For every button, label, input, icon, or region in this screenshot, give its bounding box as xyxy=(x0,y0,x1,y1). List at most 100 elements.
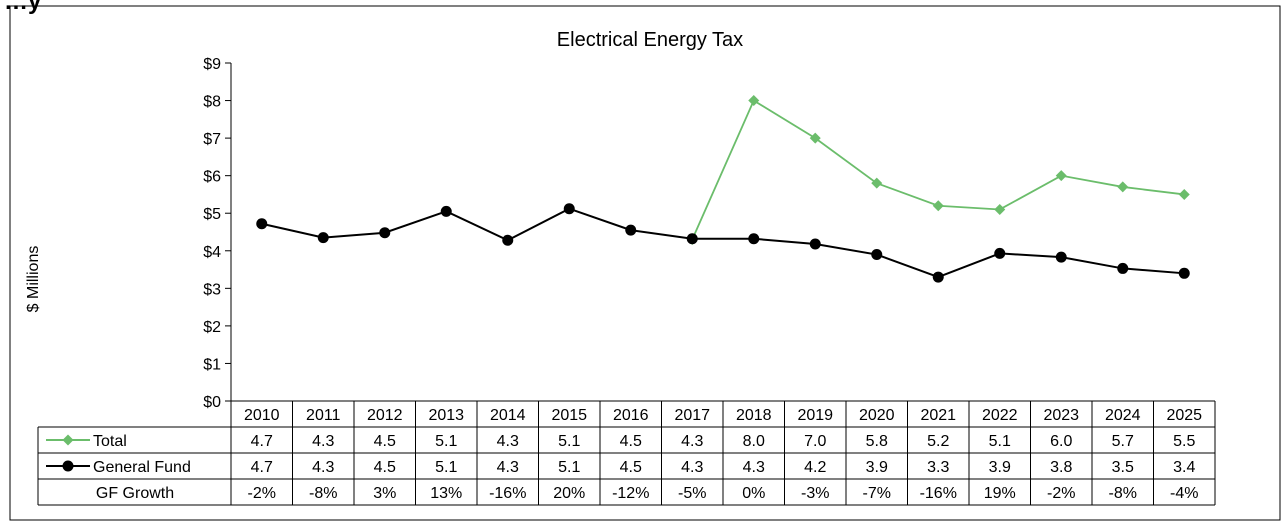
x-tick-label: 2015 xyxy=(551,407,587,424)
data-label: 4.5 xyxy=(620,459,642,476)
data-label: 5.1 xyxy=(558,459,580,476)
x-tick-label: 2025 xyxy=(1166,407,1202,424)
data-label: 4.5 xyxy=(374,433,396,450)
data-point xyxy=(379,227,391,239)
data-label: 4.5 xyxy=(374,459,396,476)
y-tick-label: $9 xyxy=(203,56,221,73)
data-label: 8.0 xyxy=(743,433,765,450)
data-label: 4.3 xyxy=(681,459,703,476)
table-cell: -8% xyxy=(1109,485,1137,502)
legend-key-marker xyxy=(62,434,74,446)
data-label: 5.1 xyxy=(435,459,457,476)
x-tick-label: 2021 xyxy=(920,407,956,424)
data-label: 4.3 xyxy=(312,459,334,476)
y-tick-label: $2 xyxy=(203,319,221,336)
data-point xyxy=(871,177,883,189)
data-point xyxy=(748,95,760,107)
table-cell: 13% xyxy=(430,485,462,502)
x-tick-label: 2019 xyxy=(797,407,833,424)
x-tick-label: 2017 xyxy=(674,407,710,424)
data-label: 4.3 xyxy=(743,459,765,476)
y-tick-label: $8 xyxy=(203,94,221,111)
x-tick-label: 2018 xyxy=(736,407,772,424)
table-cell: -2% xyxy=(1047,485,1075,502)
data-point xyxy=(871,249,883,261)
x-tick-label: 2012 xyxy=(367,407,403,424)
data-label: 5.7 xyxy=(1112,433,1134,450)
x-tick-label: 2014 xyxy=(490,407,526,424)
x-tick-label: 2013 xyxy=(428,407,464,424)
data-point xyxy=(502,234,514,246)
data-label: 4.3 xyxy=(312,433,334,450)
data-label: 5.1 xyxy=(435,433,457,450)
data-point xyxy=(748,233,760,245)
table-cell: -3% xyxy=(801,485,829,502)
y-tick-label: $6 xyxy=(203,169,221,186)
table-row-label: GF Growth xyxy=(96,485,174,502)
data-point xyxy=(317,232,329,244)
y-tick-label: $3 xyxy=(203,281,221,298)
y-tick-label: $7 xyxy=(203,131,221,148)
partial-header: …y xyxy=(4,0,42,15)
data-label: 5.5 xyxy=(1173,433,1195,450)
data-point xyxy=(1117,181,1129,193)
data-label: 5.1 xyxy=(989,433,1011,450)
data-label: 4.3 xyxy=(497,433,519,450)
table-cell: -2% xyxy=(248,485,276,502)
table-cell: 0% xyxy=(742,485,765,502)
data-table: 2010 2011 2012 2013 2014 2015 2016 2017 2018 2019… xyxy=(37,400,1216,506)
data-label: 4.3 xyxy=(497,459,519,476)
legend-key-marker xyxy=(62,460,74,472)
data-point xyxy=(440,205,452,217)
data-label: 3.3 xyxy=(927,459,949,476)
data-label: 3.9 xyxy=(866,459,888,476)
data-label: 5.8 xyxy=(866,433,888,450)
chart-frame xyxy=(9,5,1281,521)
x-tick-label: 2022 xyxy=(982,407,1018,424)
data-point xyxy=(1178,188,1190,200)
x-tick-label: 2023 xyxy=(1043,407,1079,424)
x-tick-label: 2010 xyxy=(244,407,280,424)
table-cell: -12% xyxy=(612,485,649,502)
data-point xyxy=(686,233,698,245)
x-tick-label: 2024 xyxy=(1105,407,1141,424)
data-point xyxy=(1117,262,1129,274)
y-tick-label: $5 xyxy=(203,206,221,223)
data-point xyxy=(1055,251,1067,263)
data-point xyxy=(994,203,1006,215)
data-label: 4.3 xyxy=(681,433,703,450)
series-group xyxy=(256,95,1190,283)
data-label: 4.7 xyxy=(251,459,273,476)
x-tick-label: 2011 xyxy=(306,407,341,424)
x-tick-label: 2020 xyxy=(859,407,895,424)
data-point xyxy=(625,224,637,236)
data-label: 3.4 xyxy=(1173,459,1195,476)
table-cell: 20% xyxy=(553,485,585,502)
table-cell: 19% xyxy=(984,485,1016,502)
table-cell: -8% xyxy=(309,485,337,502)
data-label: 3.9 xyxy=(989,459,1011,476)
data-label: 4.5 xyxy=(620,433,642,450)
data-label: 5.1 xyxy=(558,433,580,450)
y-axis: $0 $1 $2 $3 $4 $5 $6 $7 $8 $9 xyxy=(203,56,232,411)
table-cell: -16% xyxy=(489,485,526,502)
data-label: 3.5 xyxy=(1112,459,1134,476)
series-line-total xyxy=(691,99,1185,240)
legend-entry: Total xyxy=(93,433,127,450)
table-cell: -4% xyxy=(1170,485,1198,502)
data-point xyxy=(809,238,821,250)
data-point xyxy=(256,218,268,230)
y-axis-label: $ Millions xyxy=(25,246,42,313)
data-point xyxy=(1178,267,1190,279)
data-point xyxy=(994,247,1006,259)
data-point xyxy=(809,132,821,144)
data-point xyxy=(932,271,944,283)
data-label: 5.2 xyxy=(927,433,949,450)
table-cell: 3% xyxy=(373,485,396,502)
data-label: 4.7 xyxy=(251,433,273,450)
data-label: 4.2 xyxy=(804,459,826,476)
table-cell: -16% xyxy=(920,485,957,502)
data-point xyxy=(563,203,575,215)
data-point xyxy=(1055,170,1067,182)
